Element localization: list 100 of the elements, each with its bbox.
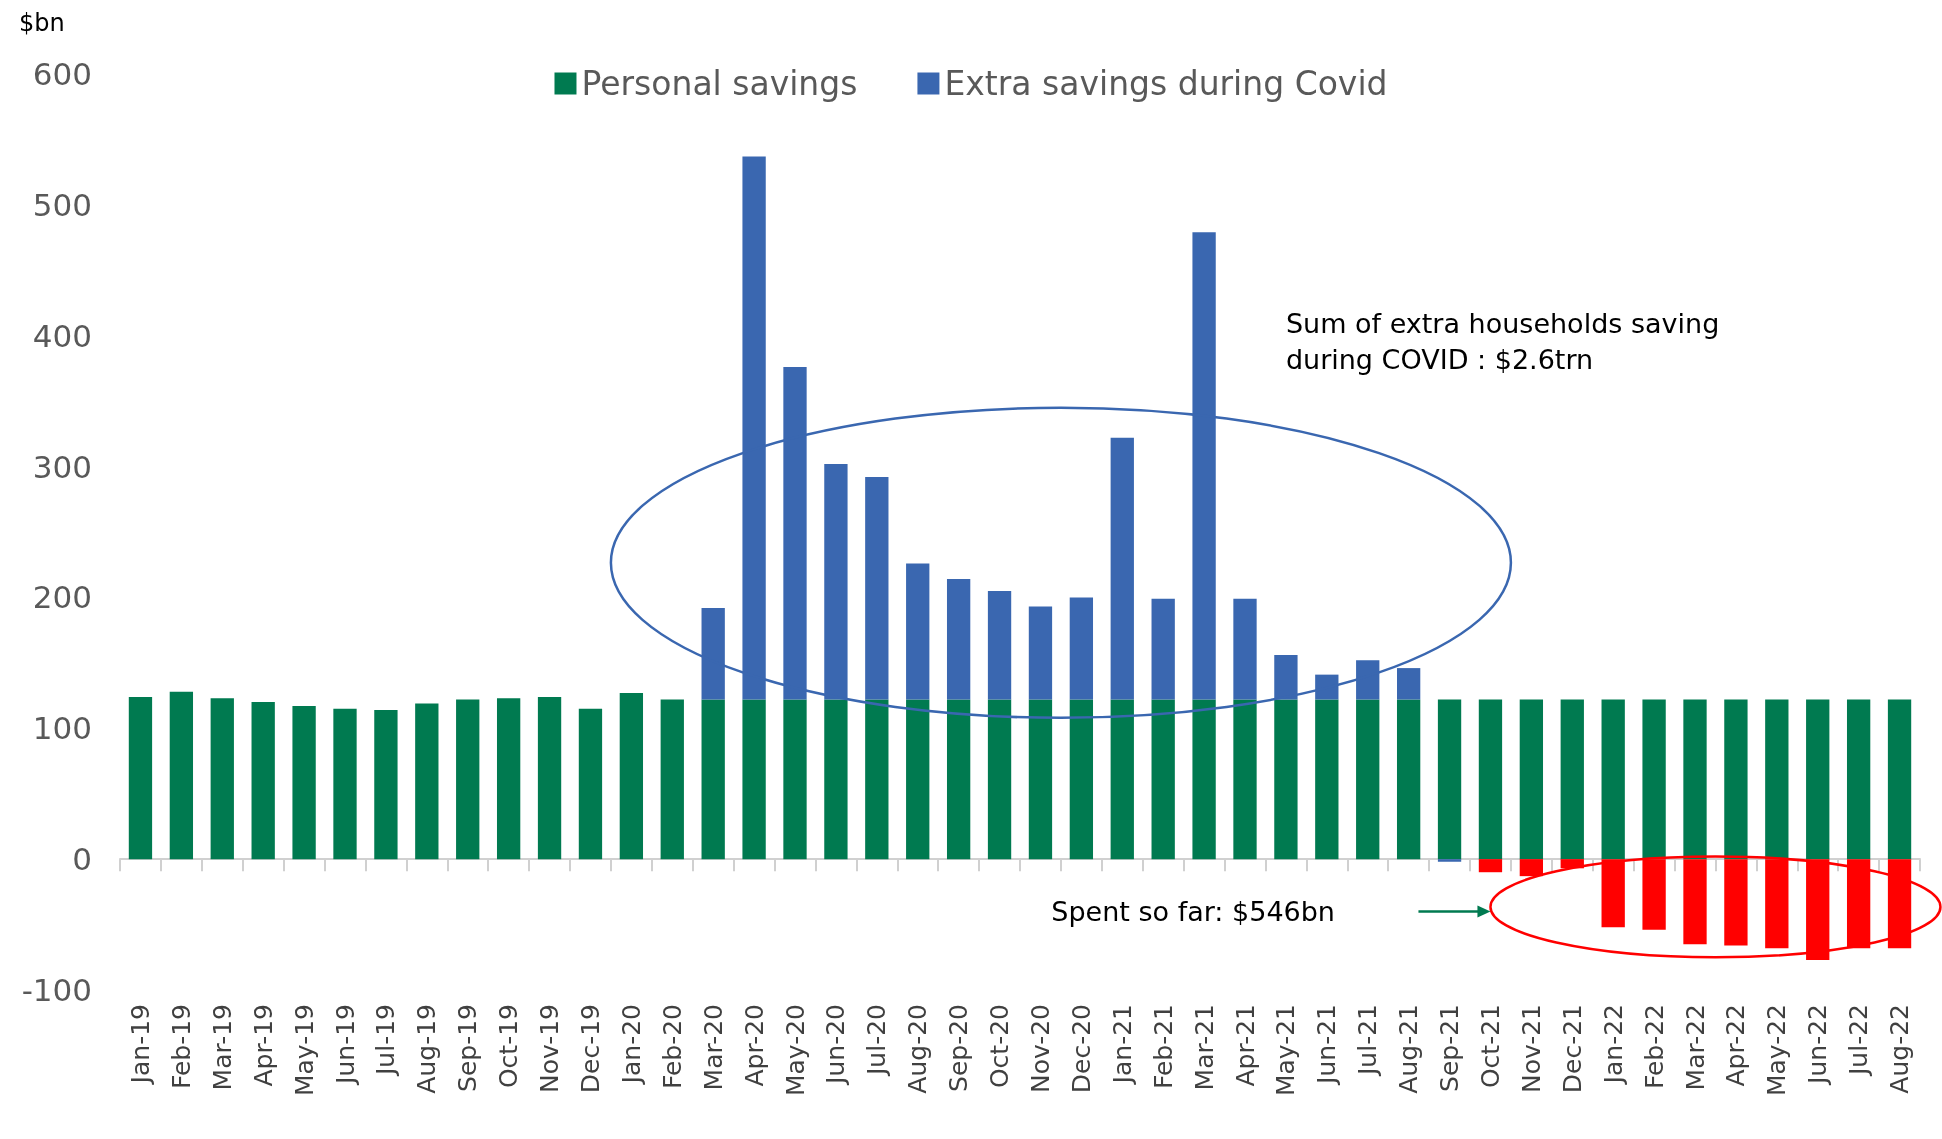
bar <box>1724 699 1748 860</box>
x-tick-label: Dec-20 <box>1066 1004 1096 1094</box>
x-tick-label: Sep-20 <box>944 1004 974 1092</box>
bar <box>1683 859 1707 945</box>
y-tick-label: 300 <box>32 448 92 485</box>
bar <box>1069 699 1094 860</box>
x-tick-label: Apr-20 <box>739 1004 769 1087</box>
bar <box>210 698 234 860</box>
y-tick-label: 500 <box>32 186 92 223</box>
bar <box>824 699 848 860</box>
bar <box>742 156 766 700</box>
x-tick-label: Nov-21 <box>1516 1004 1546 1093</box>
bar <box>1110 437 1134 700</box>
x-tick-label: Oct-19 <box>494 1004 524 1089</box>
bar <box>906 699 930 860</box>
bar <box>987 590 1012 700</box>
bar <box>1396 699 1421 860</box>
x-tick-label: Mar-21 <box>1189 1004 1219 1091</box>
bar <box>1478 699 1503 860</box>
y-tick-label: 200 <box>32 579 92 616</box>
x-tick-label: Feb-19 <box>166 1004 196 1090</box>
x-tick-label: Feb-21 <box>1148 1004 1178 1090</box>
bar <box>1642 699 1666 860</box>
bar <box>701 607 725 700</box>
bar <box>619 692 644 860</box>
y-tick-label: 400 <box>32 317 92 354</box>
bar <box>292 706 316 860</box>
x-tick-label: Jun-21 <box>1312 1004 1342 1086</box>
bar <box>1601 699 1625 860</box>
x-tick-label: Jun-22 <box>1803 1004 1833 1086</box>
x-tick-label: Oct-21 <box>1475 1004 1505 1089</box>
x-tick-label: Jan-20 <box>616 1004 646 1086</box>
x-tick-label: Nov-19 <box>535 1004 565 1093</box>
x-tick-label: Jan-22 <box>1598 1004 1628 1086</box>
annotation: Sum of extra households saving during COVID : $2.6trn <box>1285 308 1720 375</box>
x-tick-label: Feb-22 <box>1639 1004 1669 1090</box>
bar <box>128 696 153 860</box>
x-tick-label: Jul-20 <box>862 1004 892 1077</box>
bar <box>1233 598 1257 700</box>
x-tick-label: Aug-20 <box>903 1004 933 1094</box>
bar <box>251 702 275 860</box>
bar <box>1028 699 1053 860</box>
x-tick-label: Jul-21 <box>1353 1004 1383 1077</box>
bar <box>1396 668 1421 700</box>
x-tick-label: May-20 <box>780 1004 810 1097</box>
bar <box>1151 699 1175 860</box>
bar <box>946 579 971 700</box>
y-tick-label: 0 <box>72 841 92 878</box>
x-tick-label: Jan-21 <box>1107 1004 1137 1086</box>
x-tick-label: Dec-21 <box>1557 1004 1587 1094</box>
bar <box>333 708 357 860</box>
y-axis-title: $bn <box>19 9 65 37</box>
bar <box>1356 660 1380 700</box>
x-tick-label: May-22 <box>1762 1004 1792 1097</box>
x-tick-label: Jul-22 <box>1844 1004 1874 1077</box>
bar <box>660 699 684 860</box>
bar <box>1846 859 1871 949</box>
bar <box>1724 859 1748 946</box>
bar <box>1151 598 1175 700</box>
bar <box>415 703 439 860</box>
bar <box>1315 699 1339 860</box>
bar <box>946 699 971 860</box>
y-tick-label: 600 <box>32 56 92 92</box>
y-tick-label: -100 <box>21 972 92 1008</box>
bar <box>906 563 930 700</box>
x-tick-label: Jun-19 <box>330 1004 360 1086</box>
x-tick-label: Sep-21 <box>1435 1004 1465 1092</box>
x-tick-label: May-19 <box>289 1004 319 1097</box>
bar <box>1274 699 1298 860</box>
bar <box>1519 699 1544 860</box>
x-tick-label: Jun-20 <box>821 1004 851 1086</box>
bar <box>374 709 398 860</box>
x-tick-label: Jul-19 <box>371 1004 401 1077</box>
x-tick-label: Feb-20 <box>657 1004 687 1090</box>
x-tick-label: Aug-19 <box>412 1004 442 1094</box>
bar <box>1560 699 1584 860</box>
bar <box>1683 699 1707 860</box>
bar <box>1437 699 1462 860</box>
bar <box>824 463 848 700</box>
bar <box>1110 699 1134 860</box>
bar <box>1519 859 1544 877</box>
bar <box>1192 232 1216 700</box>
x-tick-label: Nov-20 <box>1025 1004 1055 1093</box>
x-tick-label: Mar-22 <box>1680 1004 1710 1091</box>
bar <box>1028 606 1053 700</box>
bar <box>456 699 480 860</box>
bar <box>865 477 889 700</box>
bar <box>1233 699 1257 860</box>
bar <box>1765 859 1789 949</box>
x-tick-label: Apr-21 <box>1230 1004 1260 1087</box>
x-tick-label: May-21 <box>1271 1004 1301 1097</box>
bar <box>783 699 807 860</box>
bar <box>1765 699 1789 860</box>
bar <box>1887 699 1912 860</box>
annotation: Spent so far: $546bn <box>1051 896 1335 928</box>
bar <box>865 699 889 860</box>
bar <box>169 691 194 860</box>
bar <box>701 699 725 860</box>
x-tick-label: Apr-19 <box>248 1004 278 1087</box>
bar <box>783 367 807 700</box>
